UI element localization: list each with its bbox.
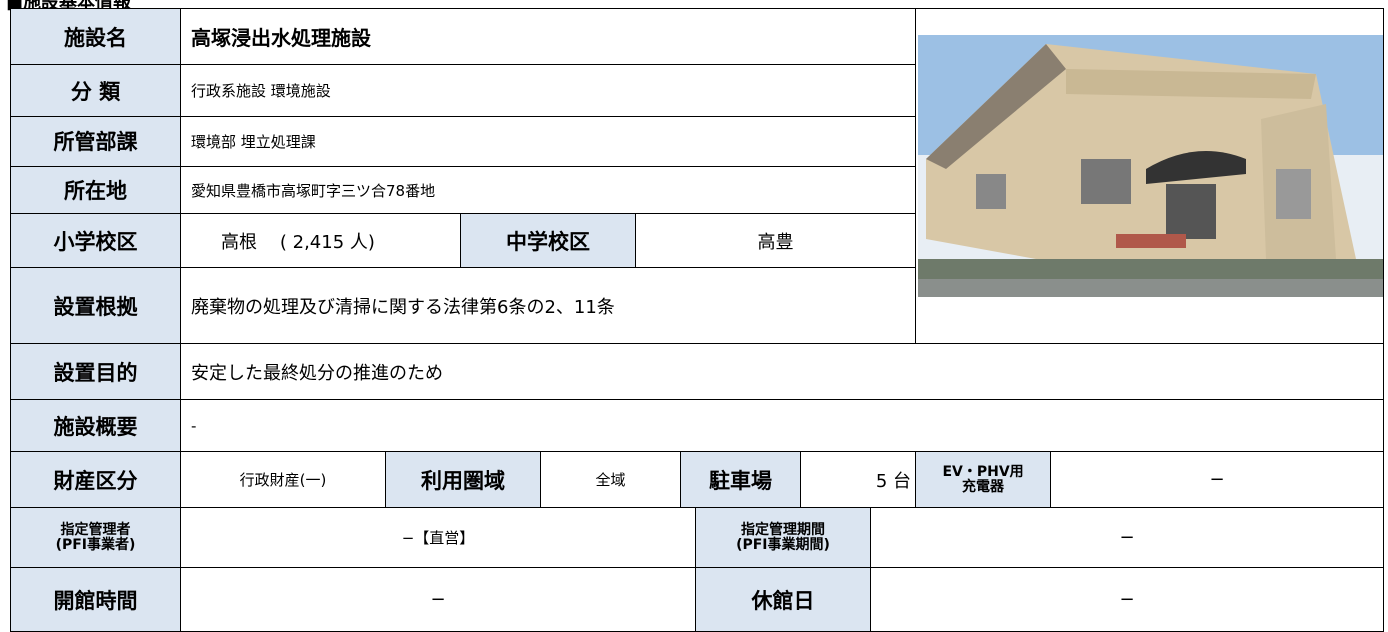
label: 指定管理者 (PFI事業者) xyxy=(10,507,181,568)
label: 財産区分 xyxy=(10,451,181,508)
value: 高根 ( 2,415 人) xyxy=(180,213,461,269)
value: 安定した最終処分の推進のため xyxy=(179,343,1385,400)
label: 所在地 xyxy=(10,165,181,215)
label: 開館時間 xyxy=(10,567,181,632)
label: 設置目的 xyxy=(10,343,181,400)
page: ■施設基本情報 施設名 高塚浸出水処理施設 xyxy=(6,0,1385,632)
value: − xyxy=(869,507,1385,568)
value: 行政系施設 環境施設 xyxy=(179,64,917,118)
school-name: 高根 xyxy=(221,231,257,253)
value: 環境部 埋立処理課 xyxy=(179,116,917,167)
value: − xyxy=(1050,451,1385,508)
label: 設置根拠 xyxy=(10,267,181,344)
facility-table: 施設名 高塚浸出水処理施設 分 類 行政系施設 環境施設 xyxy=(10,7,1385,632)
value: 愛知県豊橋市高塚町字三ツ合78番地 xyxy=(179,165,917,215)
value: 高塚浸出水処理施設 xyxy=(179,7,917,66)
value: 廃棄物の処理及び清掃に関する法律第6条の2、11条 xyxy=(179,267,917,344)
label: EV・PHV用 充電器 xyxy=(915,451,1052,508)
students: ( 2,415 人) xyxy=(279,231,375,253)
label: 施設名 xyxy=(10,7,181,66)
value: 高豊 xyxy=(634,213,917,269)
value: 5 台 xyxy=(799,451,917,508)
label: 指定管理期間 (PFI事業期間) xyxy=(695,507,871,568)
value: 行政財産(一) xyxy=(180,451,386,508)
value: - xyxy=(179,399,1385,452)
value: − xyxy=(869,567,1385,632)
label: 休館日 xyxy=(695,567,871,632)
facility-photo xyxy=(918,35,1383,297)
label: 小学校区 xyxy=(10,213,181,269)
value: − xyxy=(180,567,696,632)
value: −【直営】 xyxy=(180,507,696,568)
label: 利用圏域 xyxy=(385,451,541,508)
label: 所管部課 xyxy=(10,116,181,167)
value: 全域 xyxy=(540,451,681,508)
label: 施設概要 xyxy=(10,399,181,452)
photo-cell xyxy=(915,8,1385,344)
label: 中学校区 xyxy=(460,213,636,269)
label: 分 類 xyxy=(10,64,181,118)
label: 駐車場 xyxy=(680,451,801,508)
